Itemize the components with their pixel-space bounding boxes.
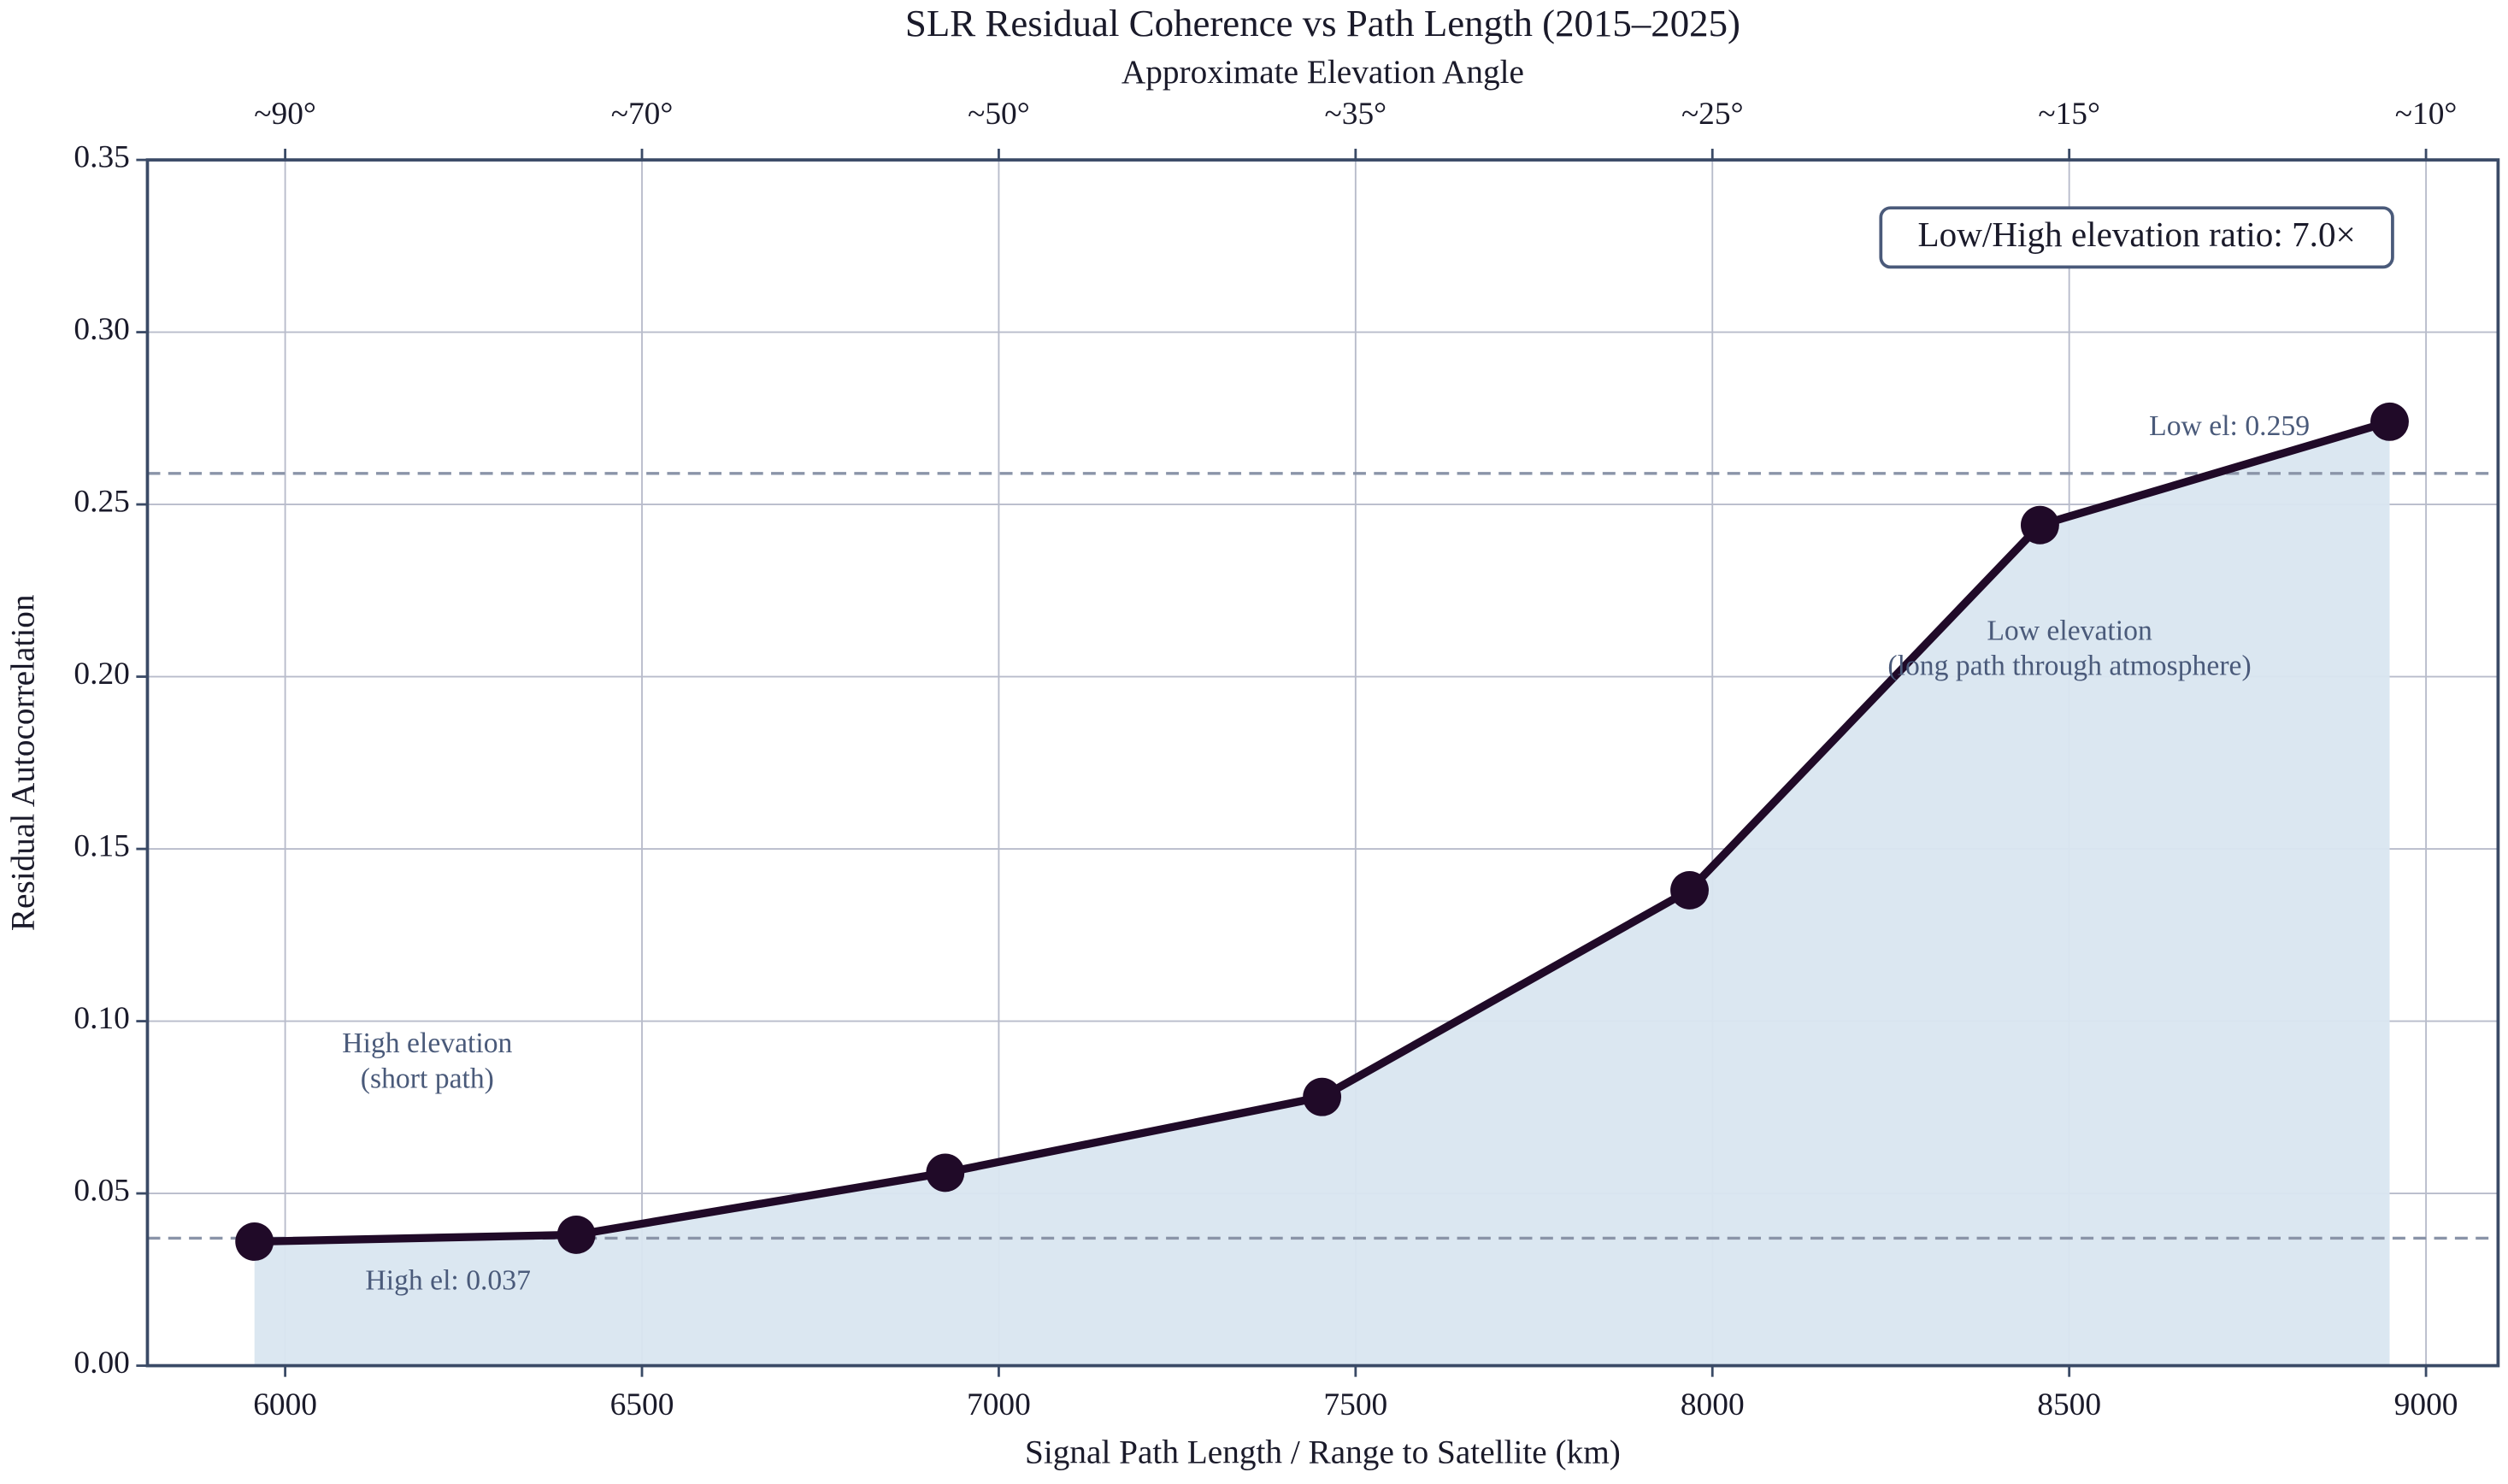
x-tick-label: 6500 bbox=[610, 1387, 674, 1422]
reference-label: High el: 0.037 bbox=[365, 1265, 531, 1297]
x-tick-label: 9000 bbox=[2394, 1387, 2458, 1422]
y-tick-label: 0.00 bbox=[74, 1346, 129, 1381]
y-tick-label: 0.35 bbox=[74, 140, 129, 175]
y-tick-label: 0.15 bbox=[74, 829, 129, 864]
annotation: (short path) bbox=[361, 1063, 494, 1094]
y-tick-label: 0.25 bbox=[74, 485, 129, 520]
ratio-text: Low/High elevation ratio: 7.0× bbox=[1918, 215, 2356, 254]
x-tick-label: 8000 bbox=[1681, 1387, 1745, 1422]
annotation: Low elevation bbox=[1987, 615, 2152, 647]
data-point bbox=[235, 1222, 274, 1261]
top-tick-label: ~35° bbox=[1325, 97, 1387, 132]
data-point bbox=[2370, 402, 2409, 441]
top-tick-label: ~15° bbox=[2038, 97, 2100, 132]
annotation: High elevation bbox=[342, 1028, 512, 1059]
y-tick-label: 0.05 bbox=[74, 1174, 129, 1209]
top-tick-label: ~90° bbox=[254, 97, 316, 132]
reference-label: Low el: 0.259 bbox=[2149, 410, 2310, 442]
plot-frame bbox=[145, 158, 2500, 1368]
top-tick-label: ~70° bbox=[611, 97, 674, 132]
x-axis-label: Signal Path Length / Range to Satellite … bbox=[1025, 1434, 1621, 1470]
data-point bbox=[2020, 505, 2059, 545]
top-tick-label: ~25° bbox=[1681, 97, 1744, 132]
ratio-box bbox=[1879, 206, 2394, 269]
data-point bbox=[1303, 1077, 1342, 1116]
y-axis-label: Residual Autocorrelation bbox=[4, 594, 41, 931]
data-point bbox=[926, 1153, 965, 1192]
top-tick-label: ~50° bbox=[968, 97, 1030, 132]
x-tick-label: 8500 bbox=[2037, 1387, 2101, 1422]
top-axis-label: Approximate Elevation Angle bbox=[1122, 54, 1524, 91]
y-tick-label: 0.20 bbox=[74, 657, 129, 692]
y-tick-label: 0.30 bbox=[74, 312, 129, 347]
chart-title: SLR Residual Coherence vs Path Length (2… bbox=[905, 2, 1740, 44]
top-tick-label: ~10° bbox=[2395, 97, 2458, 132]
area bbox=[254, 421, 2390, 1366]
y-tick-label: 0.10 bbox=[74, 1001, 129, 1036]
data-point bbox=[556, 1215, 596, 1254]
x-tick-label: 7000 bbox=[967, 1387, 1031, 1422]
x-tick-label: 7500 bbox=[1323, 1387, 1387, 1422]
data-point bbox=[1670, 870, 1709, 910]
x-tick-label: 6000 bbox=[253, 1387, 317, 1422]
annotation: (long path through atmosphere) bbox=[1887, 651, 2251, 682]
